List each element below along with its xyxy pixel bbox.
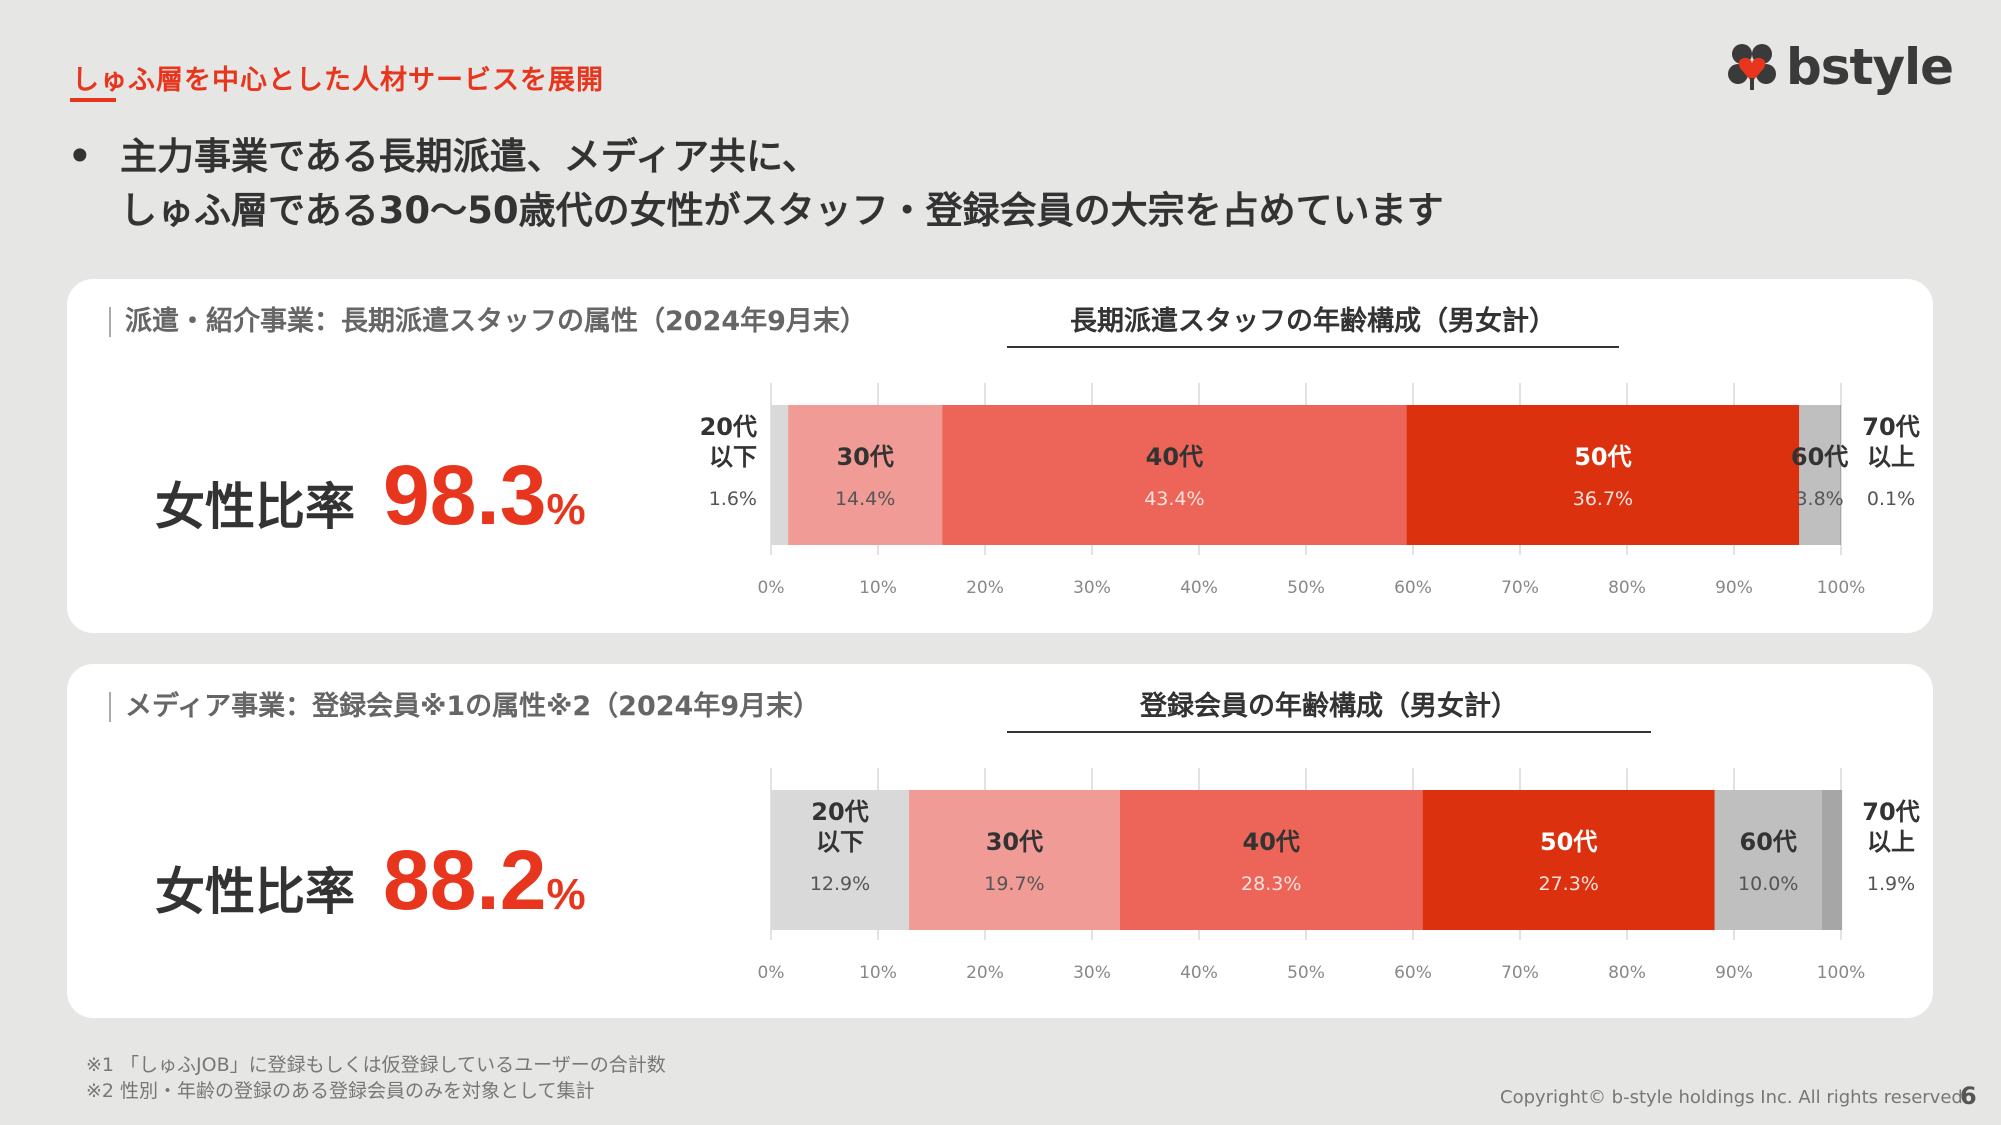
bar-segment xyxy=(1821,790,1843,930)
segment-value-label: 1.6% xyxy=(709,488,757,510)
section-title: しゅふ層を中心とした人材サービスを展開 xyxy=(72,65,604,96)
page-number: 6 xyxy=(1960,1082,1977,1110)
segment-value-label: 10.0% xyxy=(1738,873,1798,895)
x-tick-label: 90% xyxy=(1715,963,1753,983)
clover-heart-icon xyxy=(1728,44,1776,90)
female-ratio-value: 88.2 xyxy=(383,833,547,927)
segment-value-label: 1.9% xyxy=(1867,873,1915,895)
female-ratio-value: 98.3 xyxy=(383,448,547,542)
bar-segment xyxy=(1714,790,1822,930)
segment-value-label: 0.1% xyxy=(1867,488,1915,510)
segment-label: 60代 xyxy=(1791,443,1848,471)
segment-label: 以上 xyxy=(1867,828,1915,856)
segment-label: 70代 xyxy=(1862,413,1919,441)
female-ratio-unit: % xyxy=(546,485,586,534)
bar-segment xyxy=(1422,790,1715,930)
segment-label: 60代 xyxy=(1740,828,1797,856)
bullet-marker: • xyxy=(68,135,92,178)
segment-label: 以下 xyxy=(709,443,757,471)
footnote-2: ※2 性別・年齢の登録のある登録会員のみを対象として集計 xyxy=(86,1080,595,1102)
x-tick-label: 0% xyxy=(758,578,785,598)
x-tick-label: 80% xyxy=(1608,578,1646,598)
x-tick-label: 20% xyxy=(966,963,1004,983)
segment-value-label: 27.3% xyxy=(1539,873,1599,895)
bar-segment xyxy=(771,790,910,930)
x-tick-label: 40% xyxy=(1180,963,1218,983)
bar-segment xyxy=(1839,405,1841,545)
segment-label: 50代 xyxy=(1574,443,1631,471)
segment-value-label: 3.8% xyxy=(1795,488,1843,510)
bar-segment xyxy=(1406,405,1800,545)
x-tick-label: 10% xyxy=(859,578,897,598)
x-tick-label: 30% xyxy=(1073,963,1111,983)
footnotes: ※1 「しゅふJOB」に登録もしくは仮登録しているユーザーの合計数 ※2 性別・… xyxy=(86,1052,666,1104)
chart-title: 長期派遣スタッフの年齢構成（男女計） xyxy=(1007,299,1619,348)
segment-value-label: 19.7% xyxy=(984,873,1044,895)
x-tick-label: 50% xyxy=(1287,963,1325,983)
segment-value-label: 12.9% xyxy=(810,873,870,895)
segment-value-label: 28.3% xyxy=(1241,873,1301,895)
bar-segment xyxy=(942,405,1407,545)
headline-line-1: 主力事業である長期派遣、メディア共に、 xyxy=(120,135,819,178)
chart-title: 登録会員の年齢構成（男女計） xyxy=(1007,684,1651,733)
member-attributes-panel: メディア事業：登録会員※1の属性※2（2024年9月末） 登録会員の年齢構成（男… xyxy=(67,664,1933,1018)
segment-label: 20代 xyxy=(700,413,757,441)
segment-label: 以上 xyxy=(1867,443,1915,471)
logo-wordmark: bstyle xyxy=(1786,38,1954,96)
female-ratio-unit: % xyxy=(546,870,586,919)
bar-segment xyxy=(909,790,1120,930)
segment-label: 70代 xyxy=(1862,798,1919,826)
segment-label: 40代 xyxy=(1146,443,1203,471)
x-tick-label: 70% xyxy=(1501,963,1539,983)
segment-label: 50代 xyxy=(1540,828,1597,856)
staff-attributes-panel: 派遣・紹介事業：長期派遣スタッフの属性（2024年9月末） 長期派遣スタッフの年… xyxy=(67,279,1933,633)
segment-value-label: 36.7% xyxy=(1573,488,1633,510)
segment-label: 20代 xyxy=(811,798,868,826)
female-ratio-label: 女性比率 xyxy=(155,863,355,921)
segment-value-label: 43.4% xyxy=(1144,488,1204,510)
bar-segment xyxy=(771,405,789,545)
segment-label: 30代 xyxy=(986,828,1043,856)
segment-label: 30代 xyxy=(836,443,893,471)
x-tick-label: 70% xyxy=(1501,578,1539,598)
x-tick-label: 80% xyxy=(1608,963,1646,983)
copyright: Copyright© b-style holdings Inc. All rig… xyxy=(1500,1087,1969,1108)
x-tick-label: 90% xyxy=(1715,578,1753,598)
bar-segment xyxy=(1799,405,1840,545)
panel-label: メディア事業：登録会員※1の属性※2（2024年9月末） xyxy=(109,692,820,722)
bar-segment xyxy=(788,405,943,545)
x-tick-label: 60% xyxy=(1394,578,1432,598)
female-ratio-label: 女性比率 xyxy=(155,478,355,536)
x-tick-label: 100% xyxy=(1817,578,1866,598)
footnote-1: ※1 「しゅふJOB」に登録もしくは仮登録しているユーザーの合計数 xyxy=(86,1054,666,1076)
x-tick-label: 0% xyxy=(758,963,785,983)
headline-line-2: しゅふ層である30～50歳代の女性がスタッフ・登録会員の大宗を占めています xyxy=(120,189,1444,232)
x-tick-label: 50% xyxy=(1287,578,1325,598)
x-tick-label: 10% xyxy=(859,963,897,983)
x-tick-label: 20% xyxy=(966,578,1004,598)
female-ratio: 女性比率 98.3% xyxy=(155,447,586,544)
bar-segment xyxy=(1119,790,1423,930)
x-tick-label: 30% xyxy=(1073,578,1111,598)
female-ratio: 女性比率 88.2% xyxy=(155,832,586,929)
x-tick-label: 100% xyxy=(1817,963,1866,983)
x-tick-label: 40% xyxy=(1180,578,1218,598)
segment-label: 40代 xyxy=(1243,828,1300,856)
segment-label: 以下 xyxy=(816,828,864,856)
x-tick-label: 60% xyxy=(1394,963,1432,983)
company-logo: bstyle xyxy=(1724,38,1954,96)
section-title-underline xyxy=(70,98,116,102)
segment-value-label: 14.4% xyxy=(835,488,895,510)
panel-label: 派遣・紹介事業：長期派遣スタッフの属性（2024年9月末） xyxy=(109,307,867,337)
